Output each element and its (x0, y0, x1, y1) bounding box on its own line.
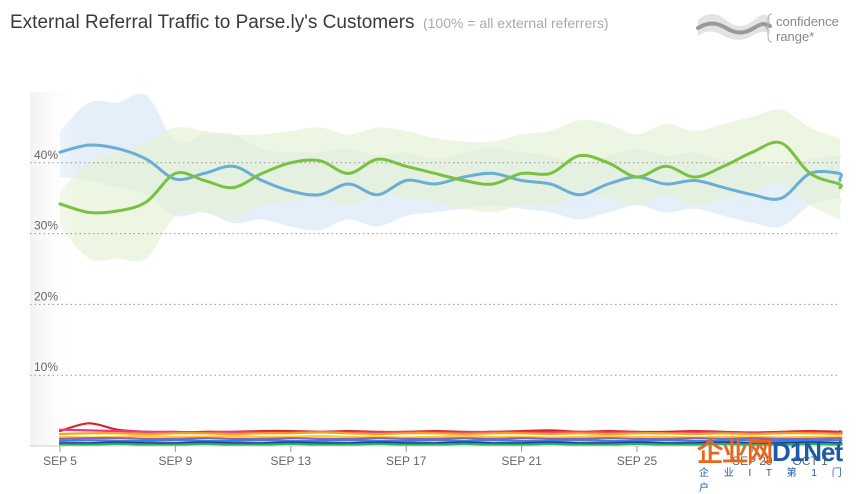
x-tick-label: SEP 5 (43, 454, 77, 468)
watermark-logo-cn: 企业网 (697, 437, 773, 467)
chart-svg: 10% 20% 30% 40% SEP 5 SEP 9 SEP 13 SEP 17 SEP 2… (30, 92, 843, 468)
y-tick-label: 40% (34, 148, 58, 162)
left-fade-overlay (30, 92, 78, 446)
series-line-5 (58, 435, 843, 439)
watermark-logo-net: D1Net (772, 437, 843, 467)
x-tick-label: SEP 9 (158, 454, 192, 468)
watermark-subtitle: 企 业 I T 第 1 门 户 (699, 468, 848, 494)
x-tick-label: SEP 13 (271, 454, 312, 468)
grid-lines (30, 162, 840, 376)
chart-title: External Referral Traffic to Parse.ly's … (10, 12, 415, 33)
x-tick-label: SEP 25 (617, 454, 658, 468)
series-line-6 (58, 437, 843, 441)
watermark-logo: 企业网D1Net (697, 432, 843, 469)
confidence-label: confidence range* (776, 14, 856, 44)
confidence-band-icon (696, 13, 773, 43)
series-line-1 (58, 140, 843, 215)
series-line-8 (58, 441, 843, 445)
x-tick-label: SEP 21 (501, 454, 542, 468)
series-line-7 (58, 439, 843, 443)
y-tick-label: 30% (34, 219, 58, 233)
confidence-legend: confidence range* (694, 10, 854, 50)
series-lines (58, 140, 843, 446)
x-tick-label: SEP 17 (386, 454, 427, 468)
d1net-watermark: 企业网D1Net 企 业 I T 第 1 门 户 (697, 432, 857, 494)
chart-subtitle: (100% = all external referrers) (422, 15, 609, 31)
series-line-4 (58, 431, 843, 436)
confidence-band-green (60, 109, 842, 262)
series-line-0 (58, 143, 843, 201)
y-tick-label: 20% (34, 289, 58, 303)
x-tick-label: OCT 1 (793, 454, 828, 468)
confidence-bands (60, 93, 842, 262)
chart-title-block: External Referral Traffic to Parse.ly's … (10, 12, 609, 34)
series-line-9 (58, 442, 843, 446)
confidence-label-line1: confidence (776, 14, 839, 29)
y-tick-label: 10% (34, 360, 58, 374)
x-tick-label: SEP 29 (732, 454, 773, 468)
y-axis-ticks: 10% 20% 30% 40% (34, 148, 58, 374)
x-axis: SEP 5 SEP 9 SEP 13 SEP 17 SEP 21 SEP 25 SEP 29… (30, 445, 840, 468)
confidence-label-line2: range* (776, 29, 815, 44)
